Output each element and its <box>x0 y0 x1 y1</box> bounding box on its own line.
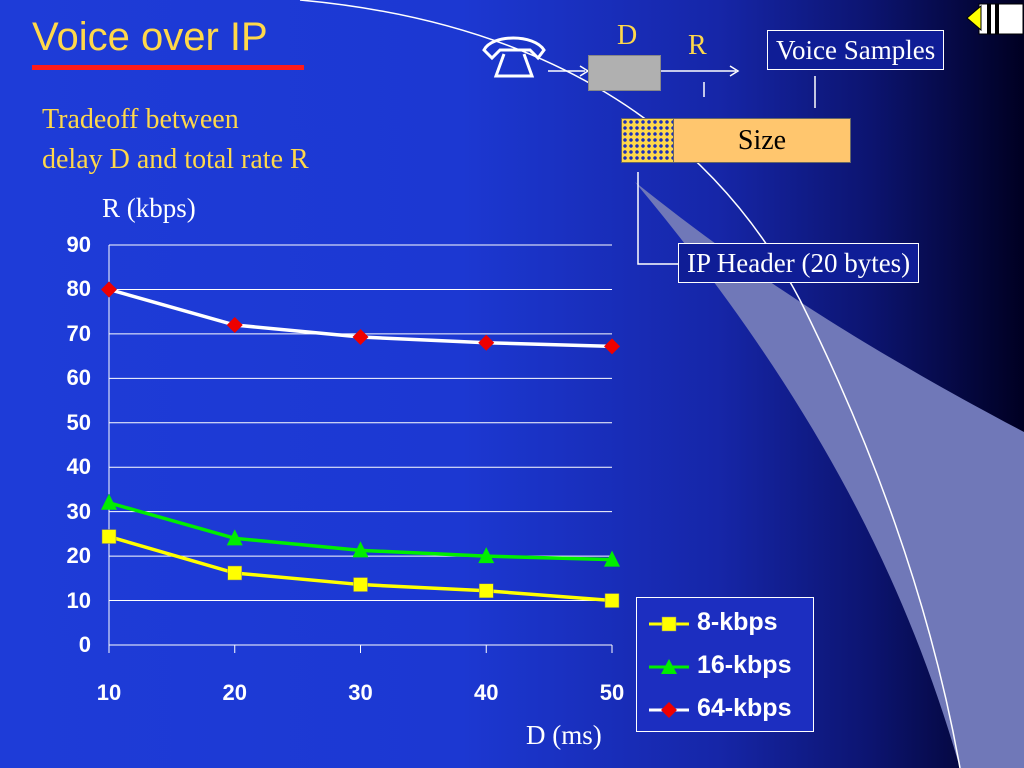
y-tick-label: 20 <box>66 543 91 569</box>
data-point-triangle <box>352 541 369 558</box>
y-tick-label: 0 <box>78 632 91 657</box>
encoder-box <box>588 55 661 91</box>
slide-title: Voice over IP <box>32 15 268 59</box>
x-tick-label: 20 <box>222 680 247 705</box>
data-point-triangle <box>604 550 620 567</box>
legend-item-8kbps: 8-kbps <box>637 602 813 642</box>
subtitle-line-1: Tradeoff between <box>42 104 239 135</box>
signal-arrows <box>548 65 740 97</box>
data-point-square <box>101 529 117 544</box>
ip-header-box: IP Header (20 bytes) <box>678 243 920 283</box>
legend-marker-diamond <box>649 702 689 718</box>
rate-label: R <box>688 30 707 61</box>
y-tick-label: 70 <box>66 320 91 346</box>
data-point-triangle <box>226 529 243 546</box>
legend-marker-square <box>649 616 689 632</box>
connector-line <box>814 76 816 108</box>
payload-size-block: Size <box>673 118 851 163</box>
ip-header-block <box>621 118 675 163</box>
title-underline <box>32 65 304 70</box>
data-point-square <box>604 593 620 608</box>
voice-samples-box: Voice Samples <box>767 30 945 70</box>
x-tick-label: 40 <box>474 680 499 705</box>
data-point-diamond <box>226 317 243 333</box>
telephone-icon <box>482 36 546 78</box>
data-point-square <box>479 583 494 599</box>
data-point-triangle <box>101 493 117 510</box>
y-tick-label: 80 <box>66 276 91 302</box>
legend-label: 16-kbps <box>697 651 792 679</box>
y-tick-label: 10 <box>66 587 91 613</box>
x-tick-label: 10 <box>96 680 122 705</box>
legend-item-16kbps: 16-kbps <box>637 645 813 685</box>
slide-subtitle: Tradeoff between delay D and total rate … <box>42 100 309 180</box>
delay-label: D <box>617 20 638 51</box>
x-axis-title: D (ms) <box>526 720 602 750</box>
legend-label: 8-kbps <box>697 608 778 636</box>
legend-item-64kbps: 64-kbps <box>637 688 813 728</box>
legend-label: 64-kbps <box>697 694 792 722</box>
x-tick-label: 50 <box>599 680 625 705</box>
y-axis-title: R (kbps) <box>102 193 196 223</box>
data-point-diamond <box>352 329 369 345</box>
data-point-diamond <box>478 334 495 351</box>
legend-marker-triangle <box>649 659 689 674</box>
data-point-diamond <box>604 338 620 355</box>
data-point-diamond <box>101 281 117 298</box>
y-tick-label: 60 <box>66 365 91 391</box>
navigation-tab-icon[interactable] <box>965 0 1024 40</box>
x-tick-label: 30 <box>348 680 373 705</box>
chart-legend: 8-kbps 16-kbps 64-kbps <box>636 597 814 732</box>
data-point-triangle <box>478 547 495 564</box>
y-tick-label: 30 <box>66 498 91 524</box>
data-point-square <box>227 565 242 581</box>
y-tick-label: 90 <box>66 232 91 257</box>
y-tick-label: 40 <box>66 454 91 480</box>
data-point-square <box>353 577 368 592</box>
y-tick-label: 50 <box>66 409 91 435</box>
subtitle-line-2: delay D and total rate R <box>42 144 309 175</box>
header-connector <box>637 172 678 265</box>
